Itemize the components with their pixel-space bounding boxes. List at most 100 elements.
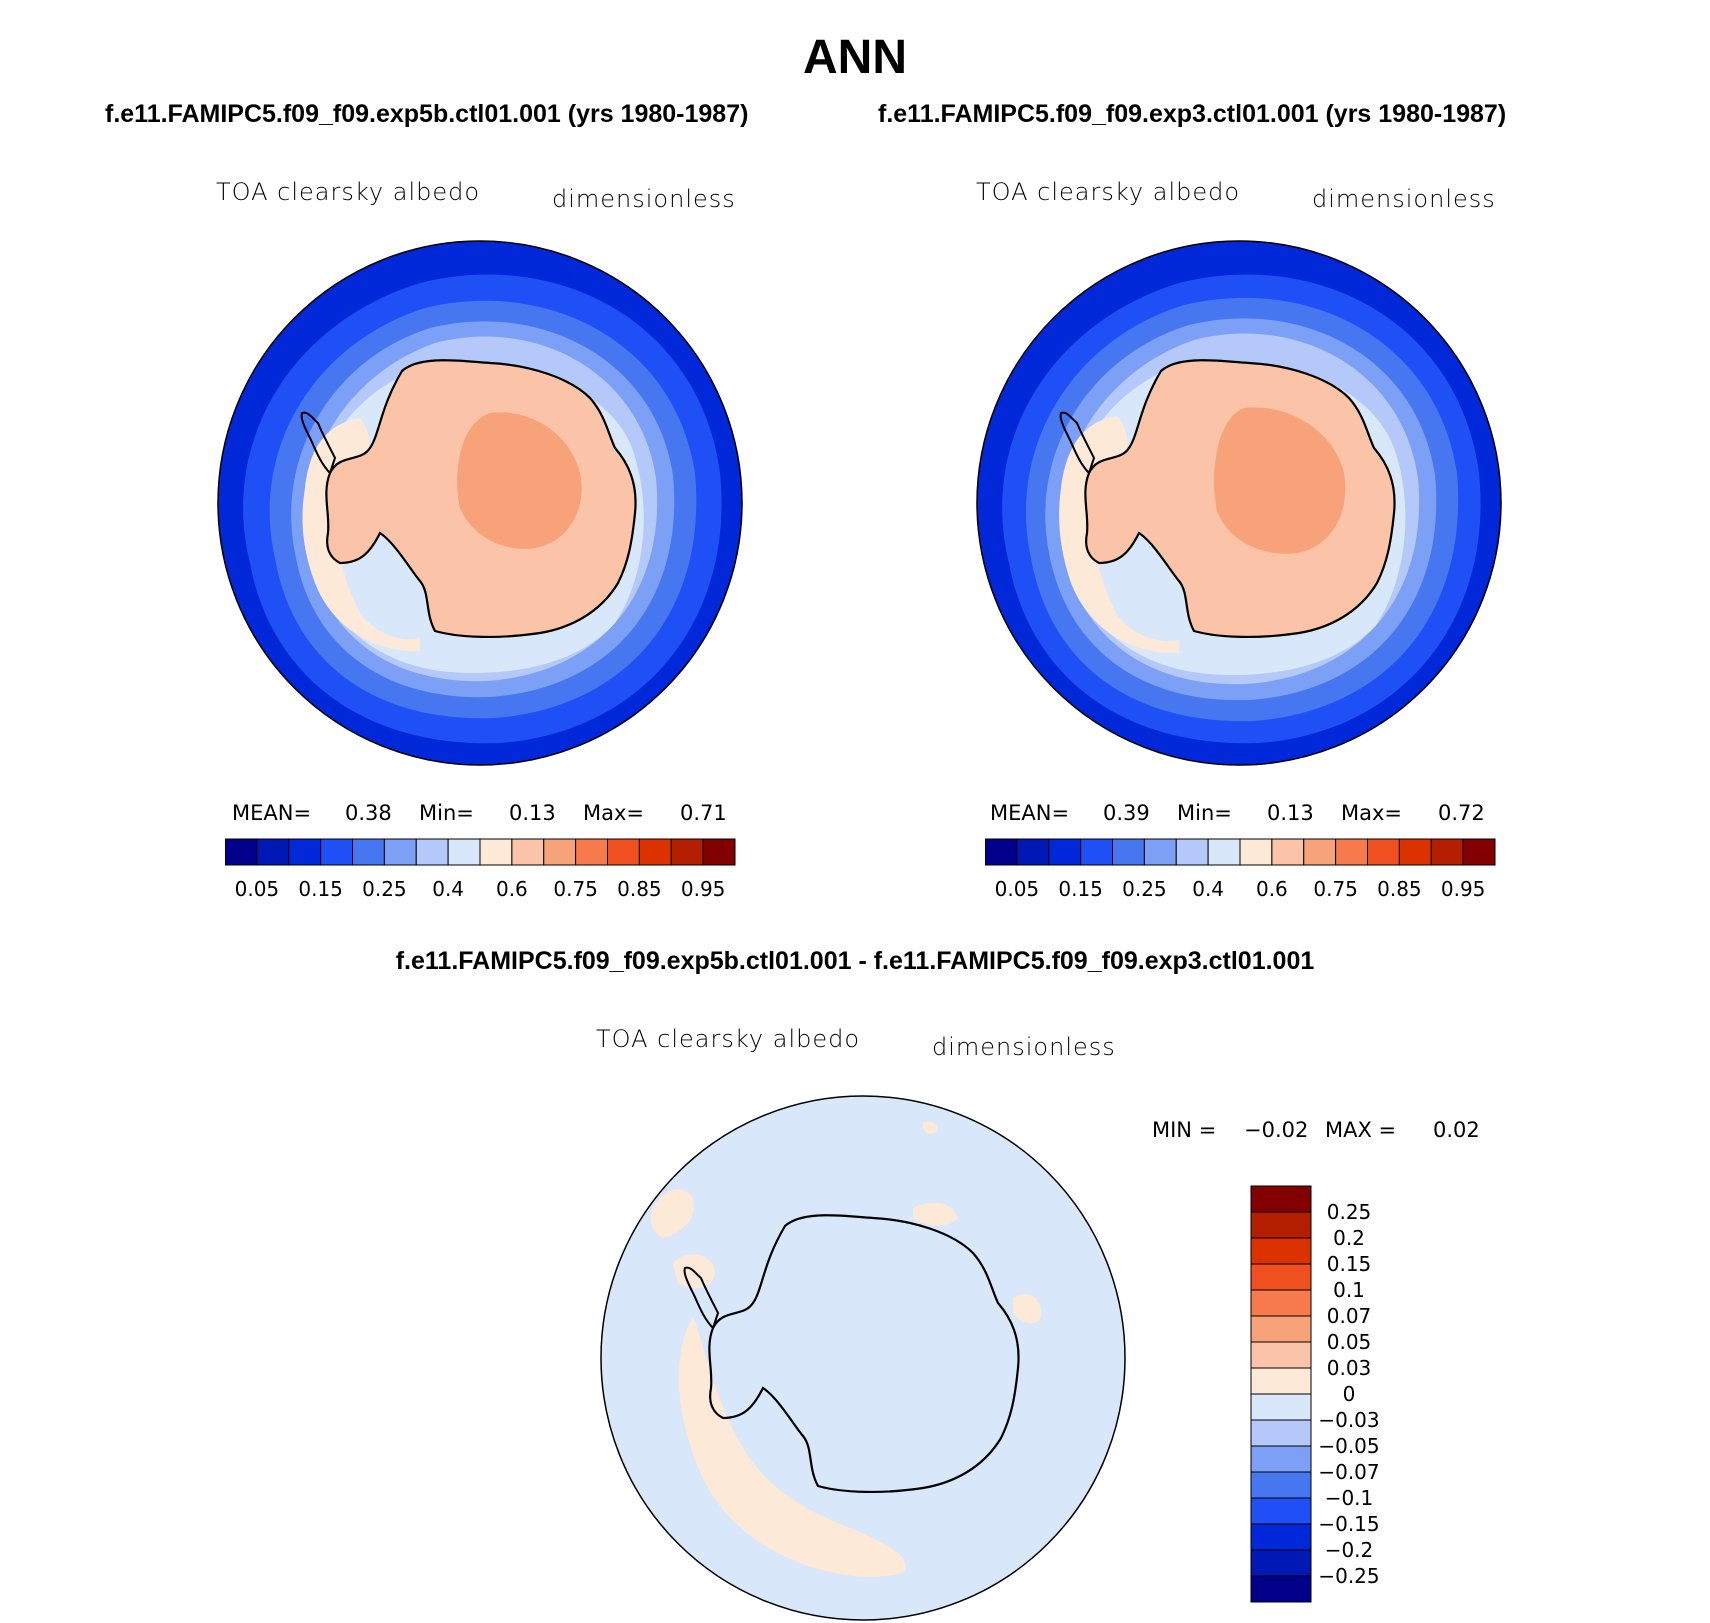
panel1-mean-label: MEAN= [232, 801, 312, 825]
colorbar-tick-label: 0.85 [617, 877, 662, 901]
colorbar-tick-label: 0.25 [362, 877, 407, 901]
panel1-variable-label: TOA clearsky albedo [216, 178, 481, 206]
colorbar-tick-label: −0.2 [1325, 1538, 1374, 1562]
diff-max-label: MAX = [1325, 1118, 1397, 1142]
colorbar-tick-label: −0.07 [1318, 1460, 1379, 1484]
colorbar-cell [1303, 838, 1337, 866]
panel1-colorbar: 0.05 0.15 0.25 0.4 0.6 0.75 0.85 0.95 [225, 838, 736, 901]
colorbar-cell [447, 838, 481, 866]
colorbar-cell [1250, 1393, 1312, 1421]
colorbar-cell [288, 838, 322, 866]
colorbar-cell [225, 838, 258, 866]
colorbar-cell [1250, 1445, 1312, 1473]
colorbar-cell [702, 838, 736, 866]
colorbar-cell [415, 838, 449, 866]
colorbar-tick-label: 0.85 [1377, 877, 1422, 901]
panel1-band-0.7 [457, 412, 582, 549]
colorbar-tick-label: 0.75 [553, 877, 598, 901]
panel1-min-label: Min= [419, 801, 474, 825]
diff-positive-patch-1 [678, 1318, 906, 1577]
colorbar-cell [1250, 1497, 1312, 1525]
colorbar-tick-label: 0.15 [1327, 1252, 1372, 1276]
colorbar-tick-label: 0.1 [1333, 1278, 1365, 1302]
diff-min-label: MIN = [1152, 1118, 1217, 1142]
panel2-map [976, 240, 1502, 766]
colorbar-cell [1271, 838, 1305, 866]
case-title-left: f.e11.FAMIPC5.f09_f09.exp5b.ctl01.001 (y… [105, 100, 749, 128]
colorbar-tick-label: 0.6 [1256, 877, 1288, 901]
panel2-band-0.7 [1214, 407, 1346, 554]
panel2-min-label: Min= [1177, 801, 1232, 825]
colorbar-cell [1016, 838, 1050, 866]
colorbar-cell [1048, 838, 1082, 866]
panel1-units-label: dimensionless [552, 185, 736, 213]
colorbar-tick-label: 0.05 [995, 877, 1040, 901]
diff-units-label: dimensionless [932, 1033, 1116, 1061]
diff-colorbar: 0.250.20.150.10.070.050.030−0.03−0.05−0.… [1250, 1185, 1380, 1603]
colorbar-cell [352, 838, 385, 866]
colorbar-tick-label: 0.15 [298, 877, 343, 901]
panel2-map-border [976, 240, 1502, 766]
colorbar-tick-label: 0.05 [235, 877, 280, 901]
panel2-max-value: 0.72 [1438, 801, 1485, 825]
colorbar-tick-label: 0.6 [496, 877, 528, 901]
page-title: ANN [803, 31, 907, 84]
colorbar-cell [1367, 838, 1400, 866]
colorbar-cell [607, 838, 640, 866]
colorbar-cell [1462, 838, 1496, 866]
panel2-mean-label: MEAN= [990, 801, 1070, 825]
colorbar-cell [1250, 1575, 1312, 1603]
diff-positive-patch-6 [922, 1121, 938, 1134]
diff-title: f.e11.FAMIPC5.f09_f09.exp5b.ctl01.001 - … [395, 947, 1315, 975]
colorbar-cell [1250, 1289, 1312, 1317]
colorbar-cell [479, 838, 513, 866]
panel1-min-value: 0.13 [509, 801, 556, 825]
diff-positive-patch-2 [650, 1189, 694, 1238]
colorbar-tick-label: 0.03 [1327, 1356, 1372, 1380]
colorbar-cell [1080, 838, 1113, 866]
colorbar-tick-label: 0.75 [1313, 877, 1358, 901]
diff-min-value: −0.02 [1244, 1118, 1309, 1142]
colorbar-cell [320, 838, 353, 866]
colorbar-tick-label: −0.05 [1318, 1434, 1379, 1458]
colorbar-tick-label: 0.15 [1058, 877, 1103, 901]
colorbar-tick-label: 0.4 [1192, 877, 1224, 901]
colorbar-cell [1250, 1419, 1312, 1447]
panel2-variable-label: TOA clearsky albedo [976, 178, 1241, 206]
colorbar-cell [383, 838, 417, 866]
diff-positive-patch-4 [913, 1202, 958, 1226]
panel2-units-label: dimensionless [1312, 185, 1496, 213]
colorbar-cell [543, 838, 577, 866]
colorbar-cell [1143, 838, 1177, 866]
colorbar-cell [985, 838, 1018, 866]
panel1-map-border [217, 240, 743, 766]
diff-map [600, 1095, 1126, 1621]
colorbar-tick-label: 0.05 [1327, 1330, 1372, 1354]
colorbar-tick-label: 0.95 [1441, 877, 1486, 901]
colorbar-cell [1250, 1185, 1312, 1213]
panel2-mean-value: 0.39 [1103, 801, 1150, 825]
colorbar-cell [1239, 838, 1273, 866]
colorbar-cell [1250, 1367, 1312, 1395]
colorbar-cell [1250, 1471, 1312, 1499]
panel2-min-value: 0.13 [1267, 801, 1314, 825]
colorbar-tick-label: −0.25 [1318, 1564, 1379, 1588]
diff-variable-label: TOA clearsky albedo [596, 1025, 861, 1053]
colorbar-tick-label: 0.2 [1333, 1226, 1365, 1250]
colorbar-cell [1335, 838, 1368, 866]
panel1-map [217, 240, 743, 766]
colorbar-tick-label: 0.25 [1327, 1200, 1372, 1224]
panel2-colorbar: 0.05 0.15 0.25 0.4 0.6 0.75 0.85 0.95 [985, 838, 1496, 901]
colorbar-cell [1175, 838, 1209, 866]
colorbar-cell [1398, 838, 1432, 866]
panel1-mean-value: 0.38 [345, 801, 392, 825]
colorbar-tick-label: 0.95 [681, 877, 726, 901]
case-title-right: f.e11.FAMIPC5.f09_f09.exp3.ctl01.001 (yr… [878, 100, 1507, 128]
colorbar-tick-label: −0.03 [1318, 1408, 1379, 1432]
colorbar-cell [1250, 1237, 1312, 1265]
panel1-max-label: Max= [583, 801, 645, 825]
colorbar-cell [1250, 1263, 1312, 1291]
panel2-max-label: Max= [1341, 801, 1403, 825]
colorbar-tick-label: 0 [1343, 1382, 1356, 1406]
colorbar-cell [1250, 1315, 1312, 1343]
